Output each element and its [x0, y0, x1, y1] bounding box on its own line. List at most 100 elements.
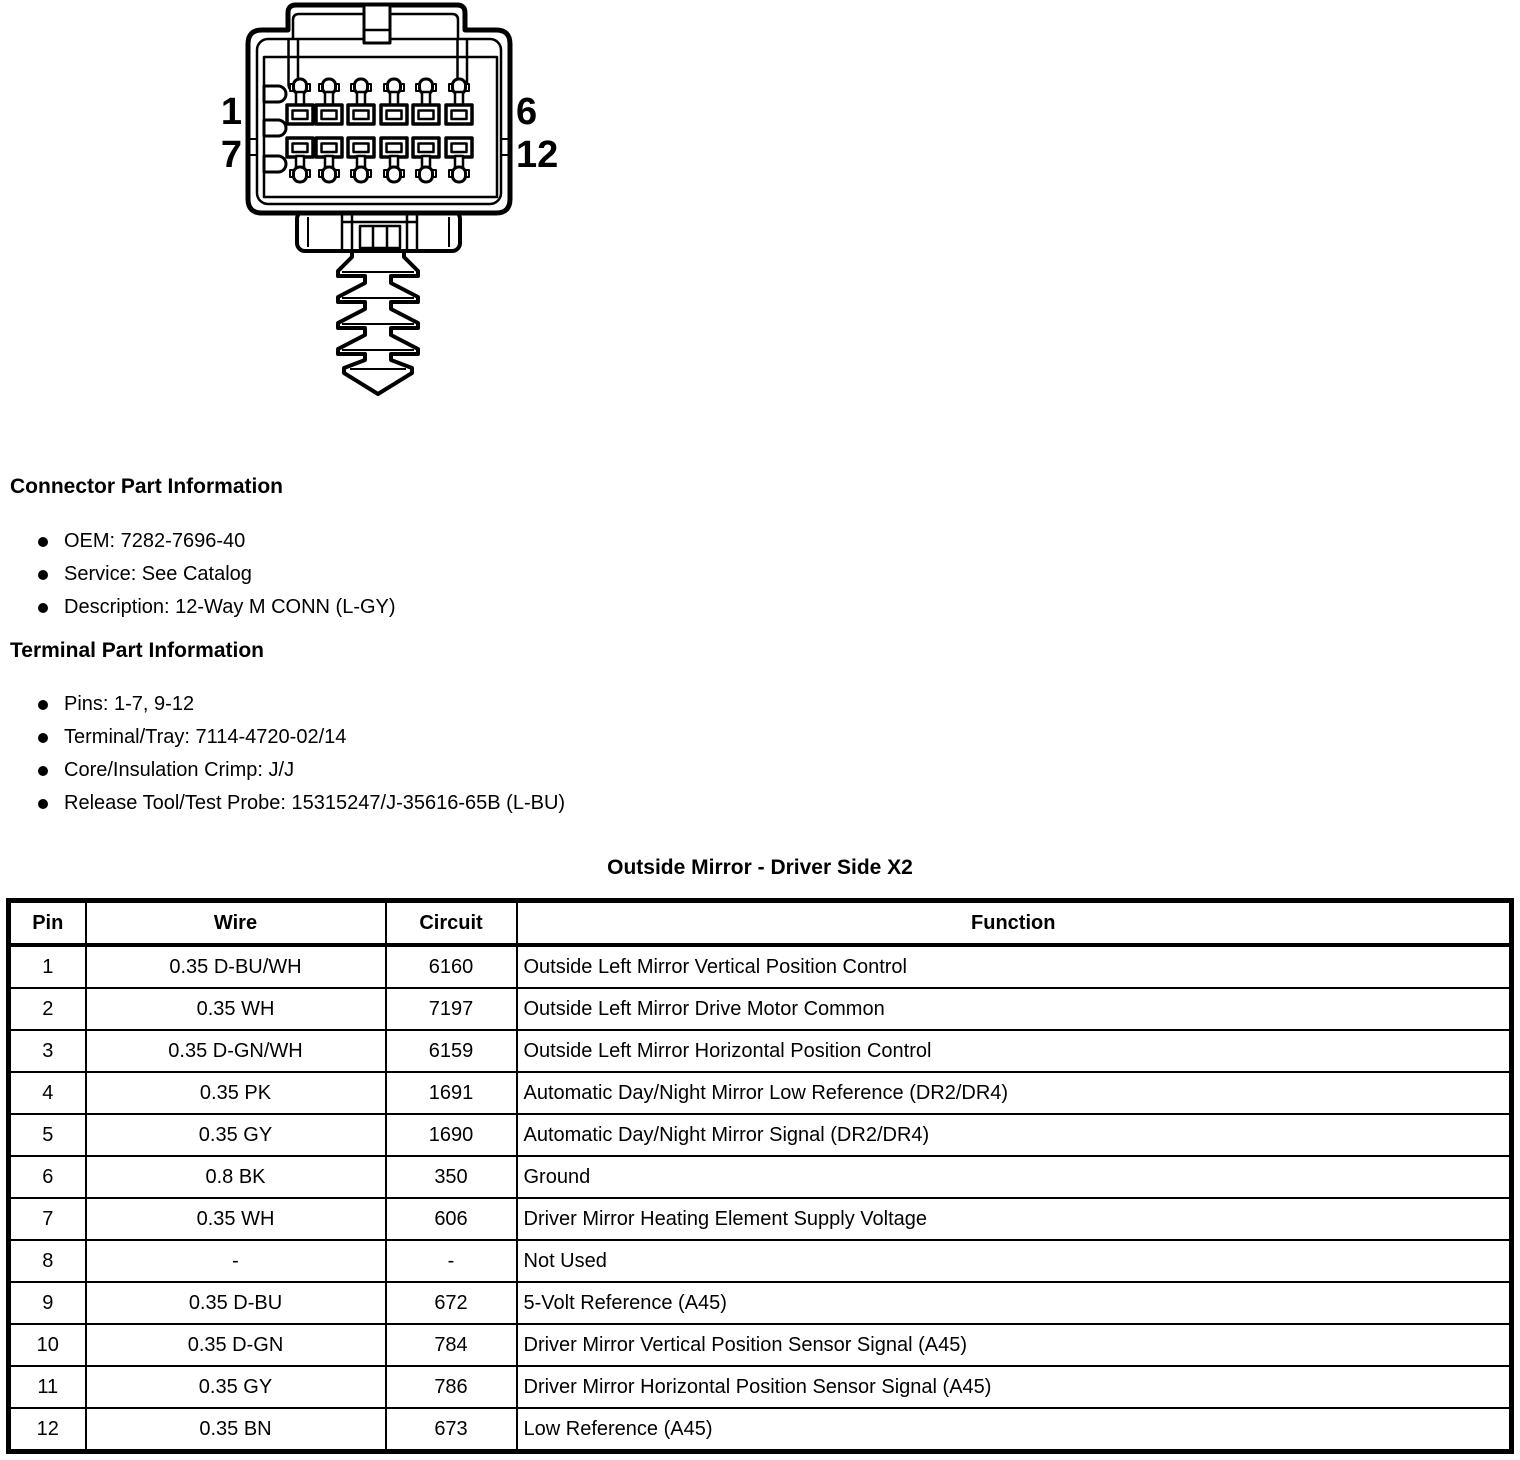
- pin-cell: 10: [7, 1323, 87, 1367]
- terminal-part: [385, 142, 403, 154]
- function-cell: Driver Mirror Vertical Position Sensor S…: [515, 1323, 1513, 1367]
- pin-cell: 8: [7, 1239, 87, 1283]
- function-cell: Outside Left Mirror Drive Motor Common: [515, 987, 1513, 1031]
- table-row: 3 0.35 D-GN/WH 6159 Outside Left Mirror Hor…: [7, 1029, 1513, 1073]
- circuit-cell: 1690: [384, 1113, 518, 1157]
- pin-label-1: 1: [221, 91, 242, 133]
- terminal-part: [352, 109, 370, 121]
- terminal-part: [451, 165, 467, 184]
- pin-label-12: 12: [516, 134, 558, 176]
- list-item: Core/Insulation Crimp: J/J: [0, 754, 1520, 787]
- circuit-cell: 784: [384, 1323, 518, 1367]
- pin-cell: 11: [7, 1365, 87, 1409]
- terminal-part: [291, 142, 309, 154]
- terminal-part: [450, 142, 468, 154]
- circuit-cell: 6160: [384, 944, 518, 989]
- wire-cell: 0.35 D-BU: [84, 1281, 387, 1325]
- function-cell: 5-Volt Reference (A45): [515, 1281, 1513, 1325]
- pin-table-title: Outside Mirror - Driver Side X2: [607, 856, 913, 879]
- function-cell: Not Used: [515, 1239, 1513, 1283]
- terminal-part: [417, 142, 435, 154]
- pin-label-7: 7: [221, 134, 242, 176]
- terminal-part: [450, 109, 468, 121]
- function-cell: Outside Left Mirror Horizontal Position …: [515, 1029, 1513, 1073]
- pin-cell: 7: [7, 1197, 87, 1241]
- wire-cell: 0.35 D-GN/WH: [84, 1029, 387, 1073]
- terminal-part: [291, 109, 309, 121]
- function-cell: Driver Mirror Heating Element Supply Vol…: [515, 1197, 1513, 1241]
- circuit-cell: 7197: [384, 987, 518, 1031]
- circuit-cell: 350: [384, 1155, 518, 1199]
- push-fastener: [336, 249, 420, 396]
- terminal-part: [417, 109, 435, 121]
- function-cell: Ground: [515, 1155, 1513, 1199]
- connector-part-info-heading: Connector Part Information: [10, 475, 284, 498]
- table-row: 6 0.8 BK 350 Ground: [7, 1155, 1513, 1199]
- pin-cell: 4: [7, 1071, 87, 1115]
- key-tab: [362, 3, 392, 45]
- wire-column-header: Wire: [84, 899, 387, 947]
- terminal-part: [353, 165, 369, 184]
- circuit-cell: 672: [384, 1281, 518, 1325]
- wire-cell: 0.8 BK: [84, 1155, 387, 1199]
- circuit-cell: 6159: [384, 1029, 518, 1073]
- pin-table: Pin Wire Circuit Function 1 0.35 D-BU/WH 6…: [6, 898, 1514, 1454]
- wire-cell: 0.35 WH: [84, 987, 387, 1031]
- circuit-cell: 606: [384, 1197, 518, 1241]
- list-item: Service: See Catalog: [0, 558, 1520, 591]
- function-cell: Driver Mirror Horizontal Position Sensor…: [515, 1365, 1513, 1409]
- wire-cell: 0.35 D-GN: [84, 1323, 387, 1367]
- terminal-group: [285, 77, 474, 184]
- pin-cell: 2: [7, 987, 87, 1031]
- table-row: 11 0.35 GY 786 Driver Mirror Horizontal Pos…: [7, 1365, 1513, 1409]
- terminal-part: [385, 109, 403, 121]
- wire-cell: 0.35 PK: [84, 1071, 387, 1115]
- table-row: 9 0.35 D-BU 672 5-Volt Reference (A45): [7, 1281, 1513, 1325]
- function-column-header: Function: [515, 899, 1513, 947]
- wire-cell: -: [84, 1239, 387, 1283]
- pin-column-header: Pin: [7, 899, 87, 947]
- terminal-part: [320, 142, 338, 154]
- table-row: 10 0.35 D-GN 784 Driver Mirror Vertical Pos…: [7, 1323, 1513, 1367]
- list-item: OEM: 7282-7696-40: [0, 525, 1520, 558]
- wire-cell: 0.35 GY: [84, 1113, 387, 1157]
- circuit-cell: 673: [384, 1407, 518, 1453]
- list-item: Description: 12-Way M CONN (L-GY): [0, 591, 1520, 624]
- circuit-cell: 1691: [384, 1071, 518, 1115]
- list-item: Release Tool/Test Probe: 15315247/J-3561…: [0, 787, 1520, 820]
- pin-cell: 6: [7, 1155, 87, 1199]
- table-row: 4 0.35 PK 1691 Automatic Day/Night Mirror L…: [7, 1071, 1513, 1115]
- pin-cell: 9: [7, 1281, 87, 1325]
- pin-label-6: 6: [516, 91, 537, 133]
- index-bump: [262, 154, 288, 174]
- wire-cell: 0.35 WH: [84, 1197, 387, 1241]
- terminal-part: [352, 142, 370, 154]
- terminal-part: [386, 165, 402, 184]
- wire-cell: 0.35 D-BU/WH: [84, 944, 387, 989]
- circuit-cell: -: [384, 1239, 518, 1283]
- table-row: 5 0.35 GY 1690 Automatic Day/Night Mirror S…: [7, 1113, 1513, 1157]
- index-bump: [262, 84, 288, 104]
- table-row: 8- - Not Used: [7, 1239, 1513, 1283]
- terminal-part: [321, 165, 337, 184]
- table-header-row: Pin Wire Circuit Function: [7, 899, 1513, 947]
- terminal-part: [418, 165, 434, 184]
- pin-cell: 3: [7, 1029, 87, 1073]
- circuit-cell: 786: [384, 1365, 518, 1409]
- fastener-head: [340, 214, 419, 251]
- connector-part-info-list: OEM: 7282-7696-40 Service: See Catalog D…: [0, 525, 1520, 624]
- pin-table-body: 1 0.35 D-BU/WH 6160 Outside Left Mirror Ver…: [7, 944, 1513, 1453]
- list-item: Terminal/Tray: 7114-4720-02/14: [0, 721, 1520, 754]
- terminal-part-info-list: Pins: 1-7, 9-12 Terminal/Tray: 7114-4720…: [0, 688, 1520, 820]
- list-item: Pins: 1-7, 9-12: [0, 688, 1520, 721]
- terminal-part-info-heading: Terminal Part Information: [10, 639, 264, 662]
- table-row: 1 0.35 D-BU/WH 6160 Outside Left Mirror Ver…: [7, 944, 1513, 989]
- table-row: 7 0.35 WH 606 Driver Mirror Heating Element…: [7, 1197, 1513, 1241]
- connector-diagram: 1 7 6 12: [221, 2, 558, 396]
- pin-cell: 5: [7, 1113, 87, 1157]
- table-row: 2 0.35 WH 7197 Outside Left Mirror Drive Mo…: [7, 987, 1513, 1031]
- function-cell: Automatic Day/Night Mirror Low Reference…: [515, 1071, 1513, 1115]
- function-cell: Low Reference (A45): [515, 1407, 1513, 1453]
- circuit-column-header: Circuit: [384, 899, 518, 947]
